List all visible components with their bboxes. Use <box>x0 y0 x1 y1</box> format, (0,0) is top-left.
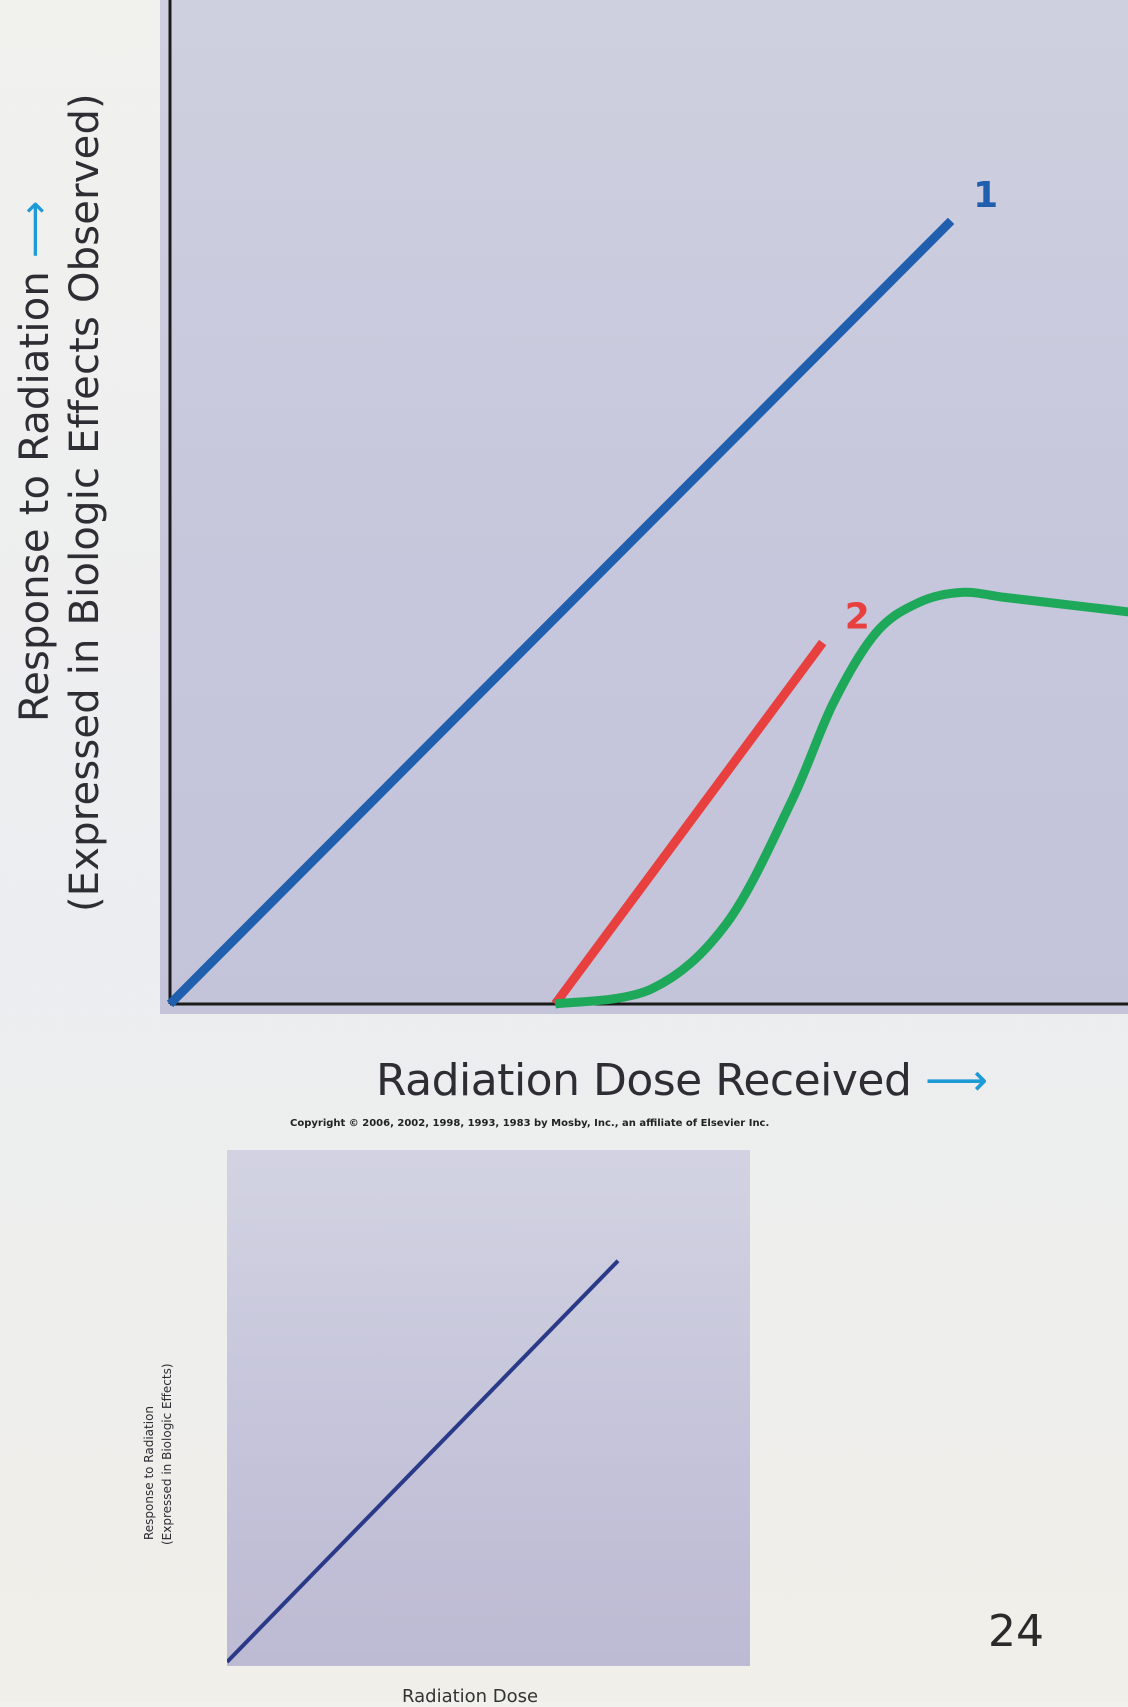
small-x-axis-label: Radiation Dose <box>402 1686 539 1707</box>
main-series-label-1: 1 <box>973 175 998 216</box>
main-series-label-2: 2 <box>845 597 870 638</box>
small-y-axis-label-line1: Response to Radiation <box>142 1405 156 1540</box>
small-chart-plot-area <box>225 1150 750 1666</box>
right-arrow-icon: ⟶ <box>924 1055 988 1106</box>
up-arrow-icon: ⟶ <box>12 200 58 259</box>
small-series-line-0 <box>225 1259 620 1664</box>
main-series-line-2 <box>551 639 827 1007</box>
small-chart-svg <box>225 1259 620 1664</box>
page-number: 24 <box>988 1606 1044 1657</box>
main-series-line-unlabeled-2 <box>554 587 1128 1009</box>
main-x-axis-label: Radiation Dose Received ⟶ <box>376 1055 988 1106</box>
main-series-line-1 <box>166 217 955 1008</box>
main-y-axis-label-line1: Response to Radiation ⟶ <box>12 200 58 722</box>
copyright-notice: Copyright © 2006, 2002, 1998, 1993, 1983… <box>290 1118 770 1129</box>
small-y-axis-label-line2: (Expressed in Biologic Effects) <box>160 1363 174 1545</box>
main-chart-svg: 12 <box>166 0 1128 1009</box>
main-y-axis-label-line2: (Expressed in Biologic Effects Observed) <box>62 93 108 912</box>
